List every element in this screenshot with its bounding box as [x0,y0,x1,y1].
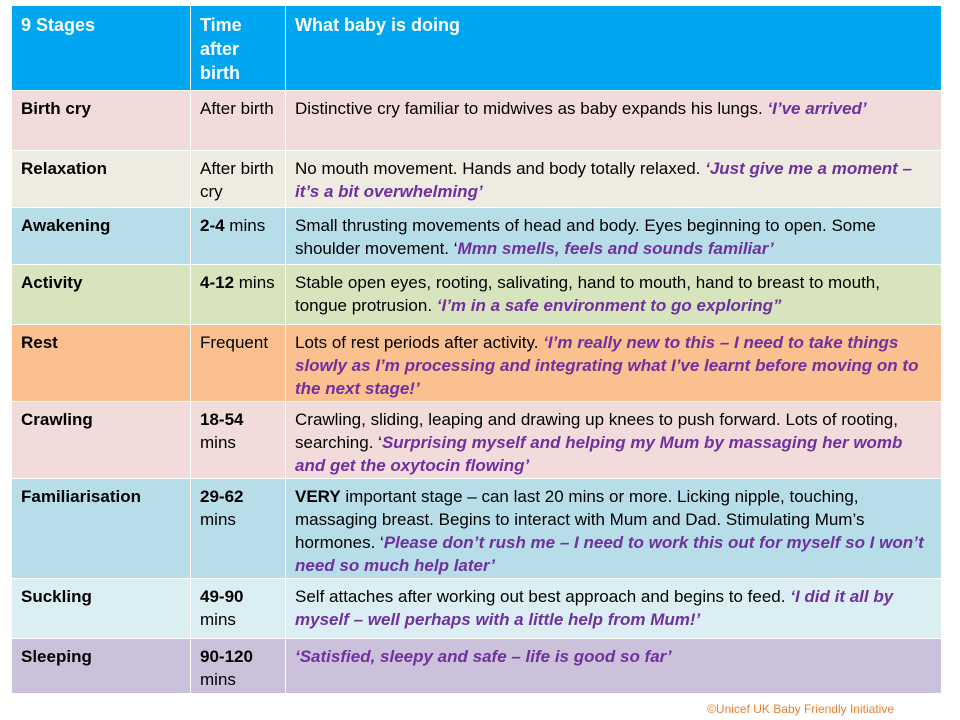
stage-row: Awakening 2-4 mins Small thrusting movemen… [11,207,942,265]
time-range: 90-120 [200,647,253,666]
stage-description: Self attaches after working out best app… [285,578,942,639]
stage-description: ‘Satisfied, sleepy and safe – life is go… [285,638,942,694]
quote-open-mark: ‘ [380,533,384,552]
baby-quote: Surprising myself and helping my Mum by … [295,433,903,475]
stage-name: Relaxation [11,150,191,208]
stage-row: Familiarisation 29-62 mins VERY important … [11,478,942,579]
stage-name: Familiarisation [11,478,191,579]
time-range: 4-12 [200,273,235,292]
stage-name: Suckling [11,578,191,639]
stage-description: Distinctive cry familiar to midwives as … [285,90,942,151]
stage-row: Birth cry After birth Distinctive cry fami… [11,90,942,151]
stage-name-text: Activity [21,273,83,292]
header-description: What baby is doing [285,5,942,91]
time-unit: After birth cry [200,159,274,201]
description-text: Crawling, sliding, leaping and drawing u… [295,410,898,452]
stage-name-text: Crawling [21,410,93,429]
stage-row: Suckling 49-90 mins Self attaches after wo… [11,578,942,639]
stage-description: VERY important stage – can last 20 mins … [285,478,942,579]
stage-time: Frequent [190,324,286,402]
quote-open-mark: ‘ [453,239,458,258]
stage-row: Relaxation After birth cry No mouth moveme… [11,150,942,208]
stage-name-text: Suckling [21,587,92,606]
stage-time: 4-12 mins [190,264,286,325]
description-text: Self attaches after working out best app… [295,587,791,606]
time-unit: mins [200,670,236,689]
stage-description: Stable open eyes, rooting, salivating, h… [285,264,942,325]
time-unit: mins [200,510,236,529]
description-text: Stable open eyes, rooting, salivating, h… [295,273,880,315]
time-range: 29-62 [200,487,244,506]
stages-table: 9 Stages Time after birth What baby is d… [11,5,942,694]
stage-name-text: Awakening [21,216,111,235]
stage-time: After birth [190,90,286,151]
stage-name: Activity [11,264,191,325]
time-range: 2-4 [200,216,225,235]
stage-description: Lots of rest periods after activity. ‘I’… [285,324,942,402]
baby-quote: Please don’t rush me – I need to work th… [295,533,924,575]
description-text: Lots of rest periods after activity. [295,333,544,352]
quote-open-mark: ‘ [378,433,382,452]
stage-description: Small thrusting movements of head and bo… [285,207,942,265]
stage-name-text: Familiarisation [21,487,141,506]
copyright-credit: ©Unicef UK Baby Friendly Initiative [707,702,894,716]
stage-name-text: Birth cry [21,99,91,118]
time-unit: Frequent [200,333,269,352]
stage-row: Activity 4-12 mins Stable open eyes, rooti… [11,264,942,325]
baby-quote: ‘I’m really new to this – I need to take… [295,333,919,398]
stage-description: No mouth movement. Hands and body totall… [285,150,942,208]
stage-time: 49-90 mins [190,578,286,639]
stage-time: 90-120 mins [190,638,286,694]
stage-description: Crawling, sliding, leaping and drawing u… [285,401,942,479]
baby-quote: ‘Satisfied, sleepy and safe – life is go… [295,647,672,666]
stage-time: 18-54 mins [190,401,286,479]
baby-quote: ‘I’m in a safe environment to go explori… [436,296,782,315]
stage-name: Sleeping [11,638,191,694]
description-text: important stage – can last 20 mins or mo… [295,487,865,552]
baby-quote: ‘I did it all by myself – well perhaps w… [295,587,894,629]
stage-name-text: Sleeping [21,647,92,666]
stage-name: Awakening [11,207,191,265]
header-row: 9 Stages Time after birth What baby is d… [11,5,942,91]
stage-time: After birth cry [190,150,286,208]
stage-name: Crawling [11,401,191,479]
description-text: Distinctive cry familiar to midwives as … [295,99,768,118]
stage-row: Rest Frequent Lots of rest periods after a… [11,324,942,402]
time-range: 49-90 [200,587,244,606]
time-unit: mins [200,433,236,452]
description-emphasis: VERY [295,487,341,506]
stage-time: 29-62 mins [190,478,286,579]
time-unit: mins [234,273,275,292]
stage-name-text: Rest [21,333,58,352]
stage-row: Crawling 18-54 mins Crawling, sliding, lea… [11,401,942,479]
time-range: 18-54 [200,410,244,429]
baby-quote: ‘I’ve arrived’ [767,99,867,118]
header-time: Time after birth [190,5,286,91]
baby-quote: Mmn smells, feels and sounds familiar’ [457,239,774,258]
description-text: No mouth movement. Hands and body totall… [295,159,706,178]
time-unit: mins [224,216,266,235]
stage-row: Sleeping 90-120 mins ‘Satisfied, sleepy an… [11,638,942,694]
baby-quote: ‘Just give me a moment – it’s a bit over… [295,159,913,201]
stage-name-text: Relaxation [21,159,107,178]
stage-name: Birth cry [11,90,191,151]
stage-time: 2-4 mins [190,207,286,265]
description-text: Small thrusting movements of head and bo… [295,216,876,258]
stage-name: Rest [11,324,191,402]
time-unit: After birth [200,99,274,118]
header-stage: 9 Stages [11,5,191,91]
time-unit: mins [200,610,236,629]
